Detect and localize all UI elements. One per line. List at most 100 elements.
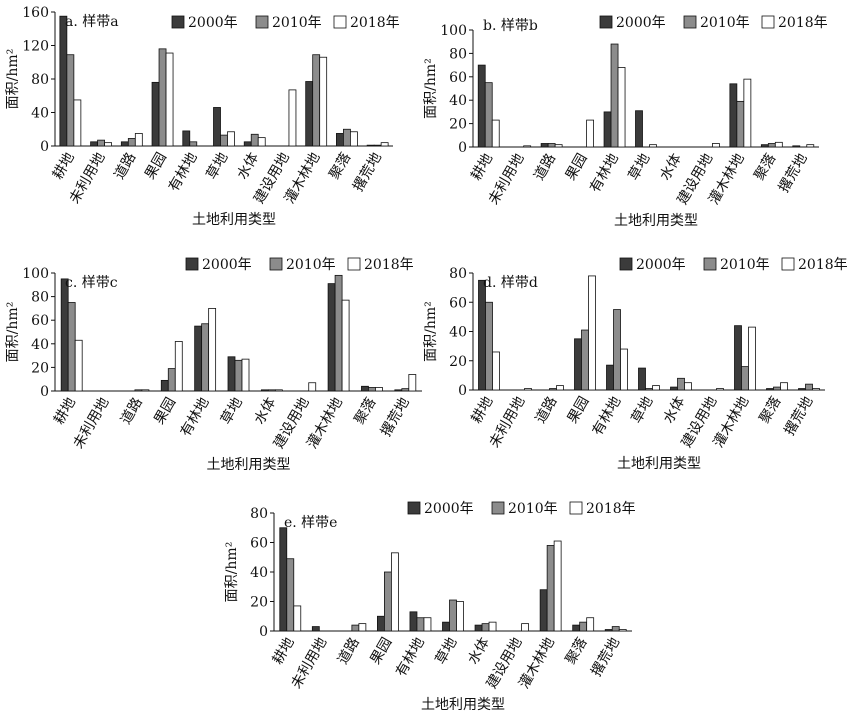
legend-label: 2010年	[700, 15, 750, 31]
x-axis-label: 土地利用类型	[617, 456, 701, 472]
bar	[574, 338, 582, 391]
x-tick-label: 聚落	[757, 394, 785, 426]
bar	[74, 339, 83, 392]
bar	[67, 302, 76, 392]
bar	[553, 540, 562, 632]
y-tick-label: 80	[449, 46, 467, 62]
bar	[588, 275, 596, 391]
y-tick-label: 0	[458, 383, 467, 399]
x-tick-label: 耕地	[269, 635, 298, 668]
bar	[812, 388, 820, 391]
bar	[336, 133, 344, 147]
bar	[652, 385, 660, 391]
bar	[227, 131, 235, 147]
legend-label: 2000年	[188, 15, 238, 31]
x-tick-label: 果园	[563, 151, 591, 183]
legend-swatch	[683, 15, 697, 29]
y-axis-label: 面积/hm²	[5, 49, 21, 110]
bar	[603, 111, 612, 148]
y-tick-label: 20	[250, 595, 268, 611]
y-tick-label: 60	[449, 70, 467, 86]
bar	[586, 617, 595, 632]
bar	[604, 629, 613, 632]
bar	[734, 325, 742, 391]
x-axis-label: 土地利用类型	[192, 212, 276, 228]
bar	[368, 387, 376, 392]
bar	[250, 133, 259, 147]
x-tick-label: 有林地	[178, 395, 213, 439]
bar	[377, 615, 385, 632]
x-tick-label: 有林地	[393, 635, 428, 679]
y-tick-label: 40	[449, 93, 467, 109]
x-tick-label: 有林地	[166, 150, 201, 194]
bar	[274, 389, 283, 392]
bar	[729, 83, 738, 148]
x-axis-label: 土地利用类型	[207, 457, 291, 473]
bar	[234, 359, 243, 392]
bar	[104, 142, 112, 147]
bar	[141, 389, 150, 392]
bar	[635, 110, 643, 148]
x-tick-label: 草地	[204, 150, 232, 182]
bar	[134, 133, 143, 147]
bar	[334, 274, 343, 392]
x-tick-label: 聚落	[751, 151, 779, 183]
bar	[766, 388, 774, 391]
bar	[189, 141, 198, 147]
bar	[481, 623, 490, 632]
bar	[806, 144, 815, 148]
bar	[213, 107, 221, 147]
y-tick-label: 100	[440, 23, 467, 39]
bar	[712, 143, 720, 148]
y-tick-label: 40	[250, 565, 268, 581]
bar	[241, 358, 250, 392]
bar	[201, 323, 210, 392]
bar	[767, 143, 776, 148]
legend-swatch	[491, 501, 505, 515]
legend-swatch	[255, 15, 269, 29]
bar	[288, 89, 297, 147]
bar	[773, 386, 781, 391]
bar	[539, 589, 548, 632]
bar	[423, 617, 432, 632]
bar	[549, 388, 557, 391]
x-tick-label: 水体	[657, 151, 685, 183]
legend-swatch	[569, 501, 583, 515]
bar	[677, 377, 685, 391]
y-axis-label: 面积/hm²	[224, 542, 240, 603]
y-tick-label: 20	[449, 354, 467, 370]
panel-title: d. 样带d	[483, 275, 538, 291]
x-tick-label: 聚落	[563, 635, 591, 667]
x-tick-label: 道路	[335, 635, 363, 667]
legend-label: 2000年	[616, 15, 666, 31]
bar	[182, 130, 191, 147]
y-tick-label: 100	[22, 266, 49, 282]
bar	[151, 81, 160, 147]
bar	[618, 629, 627, 632]
x-tick-label: 耕地	[49, 150, 78, 183]
x-tick-label: 聚落	[352, 395, 380, 427]
x-tick-label: 撂荒地	[378, 395, 413, 439]
bar	[798, 388, 806, 391]
bar	[260, 389, 269, 392]
bar	[158, 48, 167, 147]
x-tick-label: 耕地	[50, 395, 79, 428]
x-tick-label: 撂荒地	[350, 150, 385, 194]
x-tick-label: 水体	[661, 394, 689, 426]
bar	[97, 139, 105, 147]
x-tick-label: 道路	[533, 394, 561, 426]
bar	[741, 366, 749, 391]
legend-label: 2000年	[202, 257, 252, 273]
panel-title: a. 样带a	[65, 14, 119, 30]
y-tick-label: 0	[259, 624, 268, 640]
bar	[305, 81, 314, 147]
x-tick-label: 道路	[111, 150, 139, 182]
bar	[194, 325, 203, 392]
x-tick-label: 道路	[531, 151, 559, 183]
bar	[442, 621, 450, 632]
y-axis-label: 面积/hm²	[5, 302, 21, 363]
bar	[581, 329, 589, 391]
